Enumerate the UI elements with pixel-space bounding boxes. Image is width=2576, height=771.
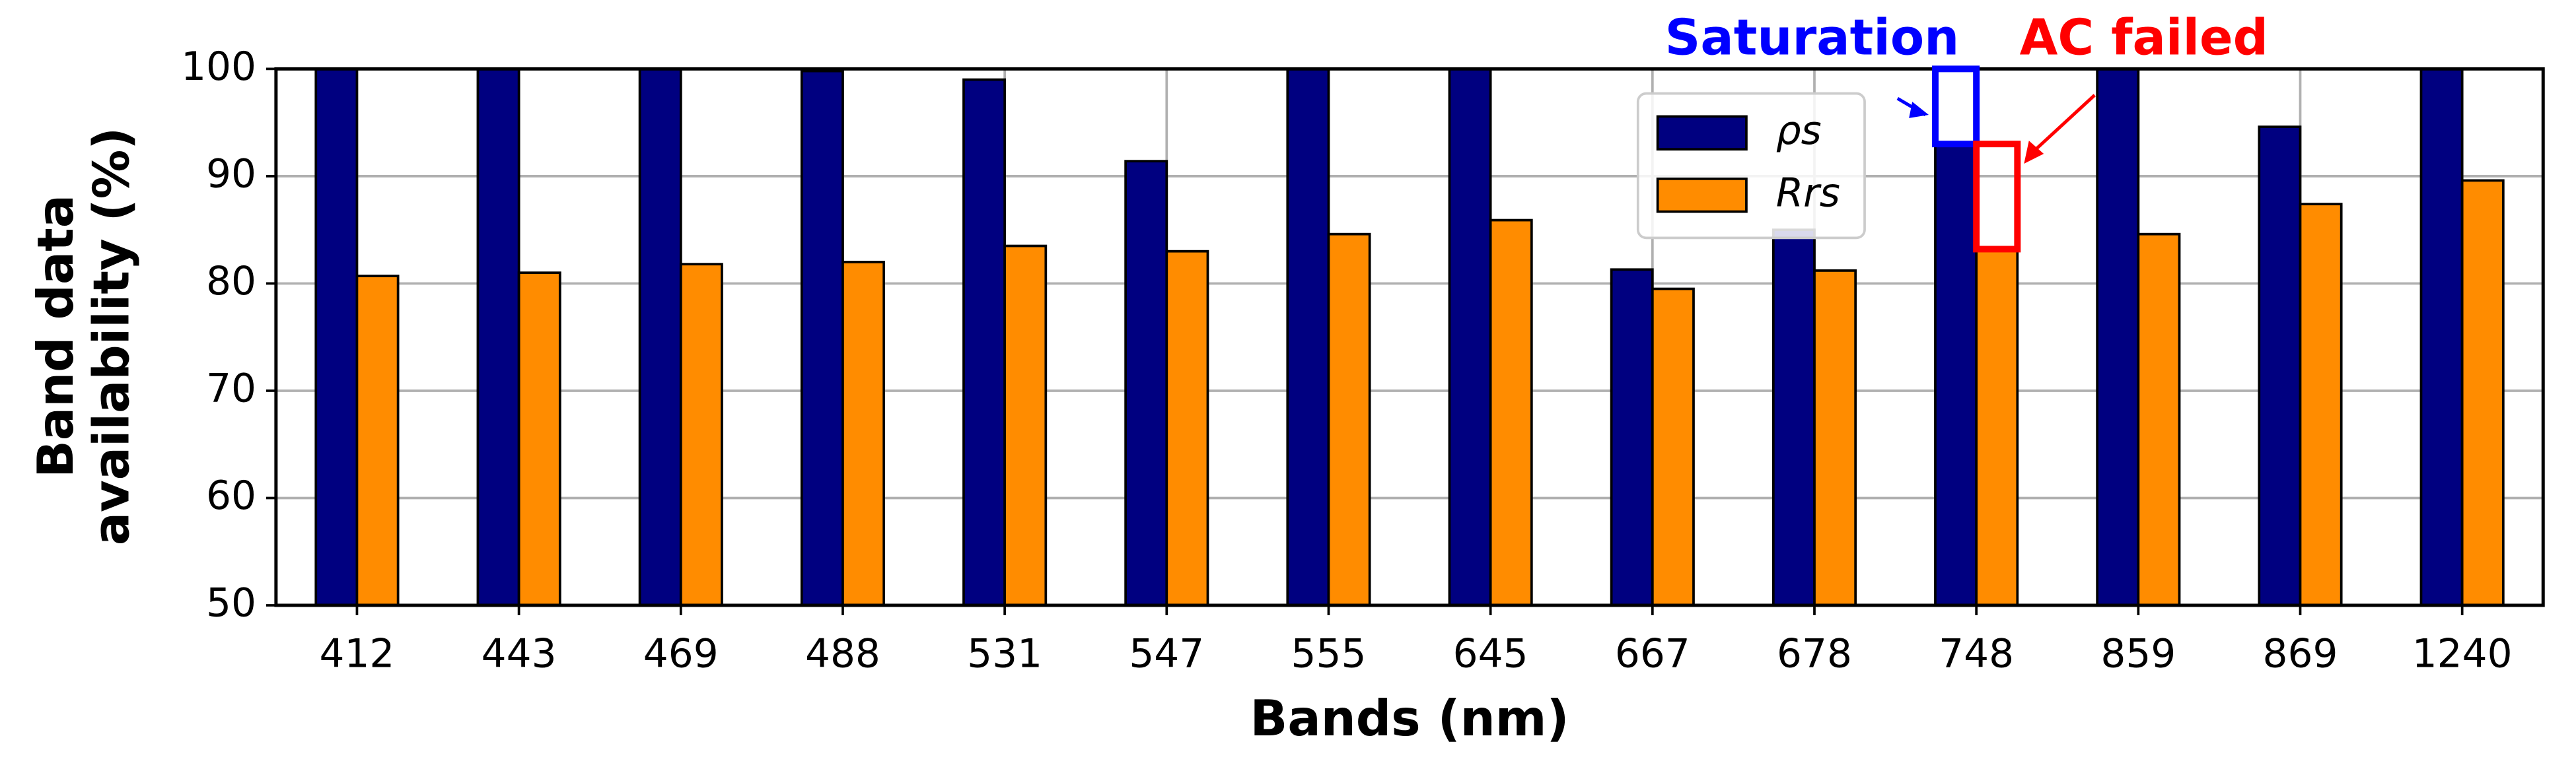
bar xyxy=(1327,232,1371,607)
bar xyxy=(679,263,723,607)
bar xyxy=(1934,143,1978,607)
bar xyxy=(1610,268,1654,607)
ac-failed-box xyxy=(1973,141,2021,253)
x-tick-label: 869 xyxy=(2263,632,2338,677)
bar xyxy=(2096,67,2140,607)
plot-frame xyxy=(274,67,2545,607)
arrow-head xyxy=(1909,102,1929,118)
legend-label: ρs xyxy=(1776,108,1822,154)
x-tick-label: 859 xyxy=(2100,632,2176,677)
bar xyxy=(2258,125,2302,607)
x-tick-label: 547 xyxy=(1129,632,1204,677)
y-axis-label: availability (%) xyxy=(83,127,141,546)
y-tick-label: 60 xyxy=(206,473,256,519)
x-tick-label: 678 xyxy=(1777,632,1852,677)
x-axis-label: Bands (nm) xyxy=(1250,690,1569,747)
x-tick-label: 1240 xyxy=(2412,632,2513,677)
x-tick-label: 412 xyxy=(319,632,394,677)
bar xyxy=(314,67,359,607)
x-tick-label: 443 xyxy=(482,632,557,677)
bar xyxy=(962,78,1006,607)
bar xyxy=(1975,248,2019,607)
bar xyxy=(355,275,400,607)
bar xyxy=(2460,179,2505,607)
x-tick-label: 645 xyxy=(1453,632,1528,677)
bar xyxy=(517,271,561,607)
bar xyxy=(1286,67,1330,607)
annotation: AC failed xyxy=(2020,9,2268,67)
legend-label: Rrs xyxy=(1776,170,1840,216)
arrow xyxy=(2026,94,2096,158)
legend-box xyxy=(1636,92,1866,240)
legend-swatch xyxy=(1656,178,1748,213)
annotation: Saturation xyxy=(1665,9,1960,67)
bar xyxy=(1448,67,1492,607)
y-tick-label: 50 xyxy=(206,581,256,626)
bar xyxy=(841,261,886,607)
x-tick-label: 555 xyxy=(1291,632,1367,677)
x-tick-label: 531 xyxy=(967,632,1042,677)
arrow-head xyxy=(2024,141,2044,164)
y-tick-label: 70 xyxy=(206,366,256,412)
bar xyxy=(1651,287,1695,607)
bar xyxy=(1165,250,1209,607)
saturation-box xyxy=(1931,65,1980,148)
x-tick-label: 469 xyxy=(643,632,719,677)
y-tick-label: 80 xyxy=(206,259,256,304)
y-axis-label: Band data xyxy=(27,195,85,478)
x-tick-label: 488 xyxy=(805,632,880,677)
bar xyxy=(1771,228,1816,607)
x-tick-label: 667 xyxy=(1615,632,1690,677)
legend-swatch xyxy=(1656,115,1748,151)
bar xyxy=(1489,218,1533,607)
bar xyxy=(800,69,844,607)
bar xyxy=(2137,232,2181,607)
bar xyxy=(1813,269,1857,607)
bar xyxy=(638,67,682,607)
bar xyxy=(2419,67,2464,607)
x-tick-label: 748 xyxy=(1939,632,2014,677)
bar xyxy=(2299,203,2343,607)
bar xyxy=(1003,244,1048,607)
bar xyxy=(1124,160,1168,607)
bar xyxy=(476,67,520,607)
y-tick-label: 90 xyxy=(206,152,256,197)
y-tick-label: 100 xyxy=(181,44,256,90)
